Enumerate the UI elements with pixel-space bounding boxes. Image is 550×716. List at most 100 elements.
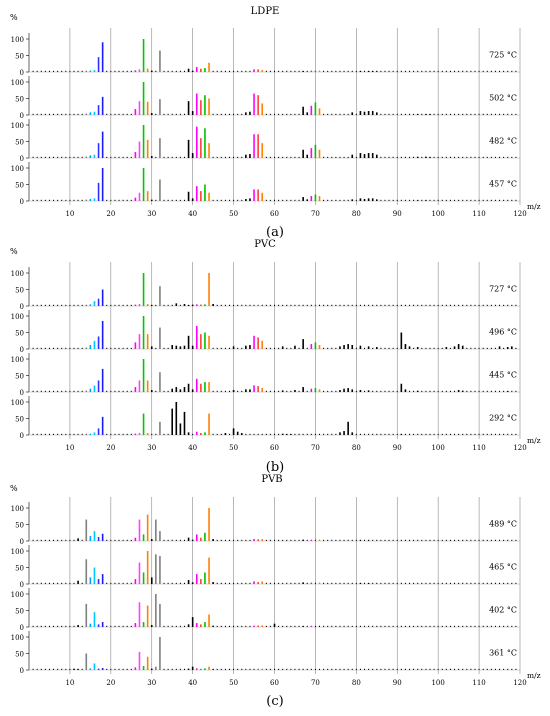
y-tick-label: 100 [11,313,24,321]
temperature-label: 465 °C [489,563,517,572]
y-tick-label: 0 [20,432,24,440]
x-tick-label: 30 [147,679,156,687]
temperature-label: 502 °C [489,94,517,103]
panel-c-title: PVB [261,474,282,485]
temperature-label: 361 °C [489,649,517,658]
x-axis-label: m/z [527,202,541,211]
y-tick-label: 0 [20,538,24,546]
y-tick-label: 0 [20,69,24,77]
panel-c-label: (c) [266,694,283,709]
y-tick-label: 0 [20,624,24,632]
y-tick-label: 100 [11,505,24,513]
x-tick-label: 90 [393,679,402,687]
x-tick-label: 40 [188,679,197,687]
y-tick-label: 50 [15,96,24,104]
y-tick-label: 100 [11,356,24,364]
y-tick-label: 50 [15,608,24,616]
x-tick-label: 80 [352,679,361,687]
x-tick-label: 120 [513,679,526,687]
temperature-label: 402 °C [489,606,517,615]
x-axis-label: m/z [527,671,541,680]
y-tick-label: 50 [15,416,24,424]
panel-1: 0 50 100 727 °C 0 50 100 496 °C 0 50 100 445 °C 0 50 1… [11,262,541,452]
x-tick-label: 60 [270,444,279,452]
x-tick-label: 100 [431,679,444,687]
x-tick-label: 50 [229,679,238,687]
panel-a-title: LDPE [251,6,280,17]
x-tick-label: 40 [188,444,197,452]
y-tick-label: 50 [15,565,24,573]
y-tick-label: 0 [20,198,24,206]
x-tick-label: 30 [147,210,156,218]
x-tick-label: 20 [106,679,115,687]
x-tick-label: 90 [393,210,402,218]
temperature-label: 727 °C [489,285,517,294]
panel-a-label: (a) [266,225,284,240]
y-tick-label: 50 [15,53,24,61]
x-tick-label: 20 [106,444,115,452]
x-tick-label: 10 [65,444,74,452]
x-tick-label: 120 [513,444,526,452]
temperature-label: 489 °C [489,520,517,529]
y-tick-label: 100 [11,399,24,407]
x-tick-label: 20 [106,210,115,218]
panel-2: 0 50 100 489 °C 0 50 100 465 °C 0 50 100 402 °C 0 50 1… [11,497,541,687]
x-tick-label: 110 [472,444,485,452]
x-tick-label: 50 [229,444,238,452]
y-tick-label: 100 [11,634,24,642]
x-tick-label: 110 [472,679,485,687]
y-tick-label: 100 [11,548,24,556]
y-tick-label: 50 [15,287,24,295]
y-tick-label: 50 [15,651,24,659]
x-tick-label: 100 [431,444,444,452]
temperature-label: 482 °C [489,137,517,146]
y-tick-label: 0 [20,389,24,397]
x-tick-label: 60 [270,679,279,687]
y-tick-label: 0 [20,112,24,120]
x-tick-label: 90 [393,444,402,452]
panel-c-percent-label: % [10,484,18,493]
x-tick-label: 70 [311,444,320,452]
y-tick-label: 50 [15,182,24,190]
panel-b-title: PVC [254,239,276,250]
y-tick-label: 0 [20,346,24,354]
panel-a-percent-label: % [10,13,18,22]
temperature-label: 457 °C [489,180,517,189]
x-axis-label: m/z [527,436,541,445]
y-tick-label: 50 [15,139,24,147]
x-tick-label: 70 [311,210,320,218]
y-tick-label: 50 [15,373,24,381]
x-tick-label: 10 [65,210,74,218]
y-tick-label: 100 [11,270,24,278]
y-tick-label: 0 [20,155,24,163]
y-tick-label: 100 [11,165,24,173]
x-tick-label: 100 [431,210,444,218]
y-tick-label: 100 [11,36,24,44]
x-tick-label: 80 [352,444,361,452]
panel-b-percent-label: % [10,247,18,256]
x-tick-label: 60 [270,210,279,218]
y-tick-label: 0 [20,667,24,675]
y-tick-label: 0 [20,581,24,589]
y-tick-label: 100 [11,122,24,130]
x-tick-label: 50 [229,210,238,218]
temperature-label: 292 °C [489,414,517,423]
panel-b-label: (b) [266,460,284,475]
y-tick-label: 100 [11,591,24,599]
x-tick-label: 10 [65,679,74,687]
x-tick-label: 70 [311,679,320,687]
temperature-label: 496 °C [489,328,517,337]
y-tick-label: 100 [11,79,24,87]
panel-0: 0 50 100 725 °C 0 50 100 502 °C 0 50 100 482 °C 0 50 1… [11,28,541,218]
y-tick-label: 50 [15,522,24,530]
x-tick-label: 40 [188,210,197,218]
x-tick-label: 120 [513,210,526,218]
x-tick-label: 30 [147,444,156,452]
x-tick-label: 110 [472,210,485,218]
temperature-label: 725 °C [489,51,517,60]
x-tick-label: 80 [352,210,361,218]
y-tick-label: 0 [20,303,24,311]
